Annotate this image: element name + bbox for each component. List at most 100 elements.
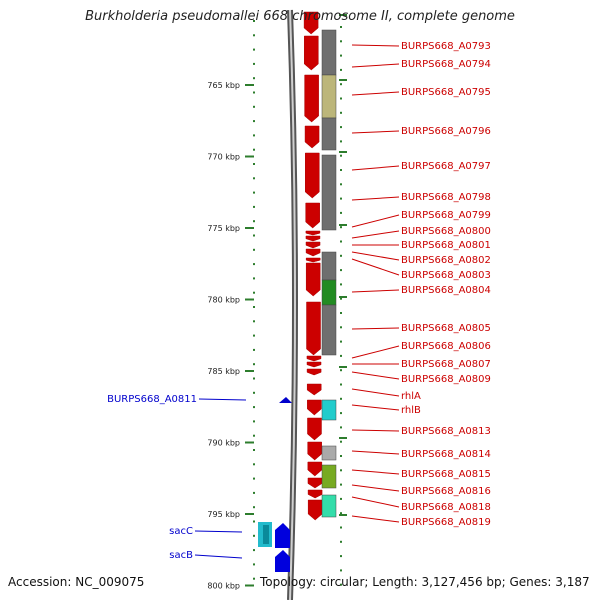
gene-arrow (307, 417, 322, 441)
gene-arrow-reverse (275, 550, 290, 572)
leader-line (194, 554, 243, 559)
scale-tick-label: 775 kbp (207, 224, 240, 233)
gene-labels: BURPS668_A0793 BURPS668_A0794 BURPS668_A07… (107, 41, 491, 561)
topology-text: Topology: circular; Length: 3,127,456 bp… (260, 575, 590, 589)
leader-line (194, 530, 243, 533)
gene-arrow (307, 499, 323, 521)
gene-label: BURPS668_A0805 (401, 323, 491, 334)
feature-block (321, 304, 337, 356)
gene-arrow (304, 74, 319, 123)
gene-label: BURPS668_A0796 (401, 126, 491, 137)
feature-block (321, 279, 337, 306)
leader-line (351, 258, 400, 276)
gene-arrow (304, 35, 319, 71)
gene-label: BURPS668_A0794 (401, 59, 491, 70)
leader-line (351, 196, 400, 201)
leader-line (351, 130, 400, 134)
leader-line (351, 289, 400, 293)
accession-text: Accession: NC_009075 (8, 575, 145, 589)
gene-label: BURPS668_A0813 (401, 426, 491, 437)
gene-label: BURPS668_A0806 (401, 341, 491, 352)
gene-arrow (306, 301, 321, 356)
gene-arrow (307, 461, 323, 477)
feature-block (321, 494, 337, 518)
gene-label: BURPS668_A0795 (401, 87, 491, 98)
leader-line (351, 450, 400, 455)
feature-block (321, 74, 337, 119)
gene-arrow (305, 202, 320, 229)
gene-label: BURPS668_A0799 (401, 210, 491, 221)
leader-line (351, 469, 400, 475)
gene-label: BURPS668_A0816 (401, 486, 491, 497)
gene-arrow-reverse (279, 397, 292, 403)
gene-arrow (303, 11, 319, 35)
leader-line (351, 404, 400, 411)
scale-tick-label: 790 kbp (207, 439, 240, 448)
gene-label: BURPS668_A0819 (401, 517, 491, 528)
leader-line (351, 515, 400, 523)
leader-line (351, 44, 400, 47)
feature-block (321, 117, 337, 151)
gene-label: BURPS668_A0809 (401, 374, 491, 385)
feature-block (321, 154, 337, 231)
feature-block (321, 29, 337, 76)
gene-arrow (304, 125, 320, 149)
scale-tick-label: 785 kbp (207, 367, 240, 376)
leader-line (351, 63, 400, 68)
gene-label: rhlB (401, 405, 421, 416)
gene-label: BURPS668_A0815 (401, 469, 491, 480)
gene-label: BURPS668_A0793 (401, 41, 491, 52)
feature-block (321, 464, 337, 489)
gene-arrow (307, 399, 322, 416)
gene-arrow (305, 235, 321, 242)
leader-line (351, 327, 400, 330)
feature-track (321, 29, 337, 518)
leader-line (351, 345, 400, 359)
gene-arrow (305, 262, 321, 297)
leader-line (351, 165, 400, 171)
scale-tick-label: 765 kbp (207, 81, 240, 90)
map-title: Burkholderia pseudomallei 668 chromosome… (85, 9, 515, 24)
scale-tick-label: 780 kbp (207, 296, 240, 305)
leader-line (351, 429, 400, 432)
gene-label: BURPS668_A0807 (401, 359, 491, 370)
gene-label: rhlA (401, 391, 421, 402)
gene-label: BURPS668_A0801 (401, 240, 491, 251)
gene-arrow (306, 355, 322, 362)
gene-label: BURPS668_A0797 (401, 161, 491, 172)
leader-line (351, 91, 400, 96)
gene-arrow (305, 230, 321, 236)
gene-arrow (307, 489, 323, 499)
gene-arrow (305, 257, 321, 263)
scale-axis: 765 kbp 770 kbp 775 kbp 780 kbp 785 kbp 790 k… (207, 81, 254, 591)
gene-label: BURPS668_A0804 (401, 285, 491, 296)
leader-line (351, 230, 400, 239)
gene-label: sacC (169, 526, 193, 537)
gene-label: BURPS668_A0814 (401, 449, 491, 460)
gene-label: BURPS668_A0803 (401, 270, 491, 281)
feature-block (321, 251, 337, 281)
gene-arrow (307, 477, 323, 489)
feature-block (321, 399, 337, 421)
gene-arrow (306, 383, 322, 396)
gene-arrow (305, 241, 321, 249)
feature-block (321, 445, 337, 461)
scale-tick-label: 800 kbp (207, 582, 240, 591)
gene-label: BURPS668_A0798 (401, 192, 491, 203)
leader-line (198, 398, 247, 401)
gene-arrow (307, 441, 322, 461)
gene-track (258, 11, 323, 572)
scale-tick-label: 795 kbp (207, 510, 240, 519)
gene-label: BURPS668_A0800 (401, 226, 491, 237)
leader-line (351, 496, 400, 508)
leader-line (351, 484, 400, 492)
scale-tick-label: 770 kbp (207, 153, 240, 162)
gene-label: BURPS668_A0818 (401, 502, 491, 513)
leader-line (351, 251, 400, 261)
leader-line (351, 214, 400, 228)
gene-arrow (306, 361, 322, 368)
gene-label: BURPS668_A0811 (107, 394, 197, 405)
gene-arrow-reverse (275, 523, 290, 548)
gene-arrow (306, 368, 322, 376)
